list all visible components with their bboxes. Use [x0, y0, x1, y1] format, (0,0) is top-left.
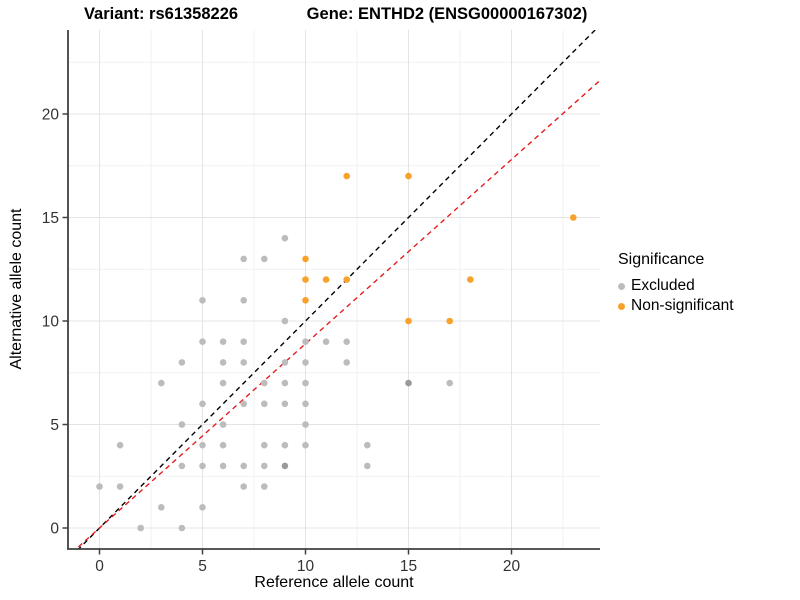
y-tick-label: 15 — [42, 210, 59, 227]
data-point-excluded — [199, 338, 206, 346]
data-point-excluded — [281, 462, 289, 470]
data-point-excluded — [240, 338, 247, 346]
data-point-excluded — [364, 441, 371, 449]
data-point-excluded — [158, 504, 165, 511]
data-point-excluded — [302, 441, 309, 449]
data-point-excluded — [261, 379, 268, 387]
data-point-excluded — [322, 338, 330, 346]
data-point-excluded — [178, 421, 186, 428]
data-point-excluded — [240, 462, 247, 470]
data-point-excluded — [219, 462, 227, 470]
identity-line — [77, 30, 597, 549]
data-point-excluded — [281, 234, 289, 242]
data-point-excluded — [240, 297, 247, 304]
data-point-excluded — [302, 421, 309, 428]
data-point-excluded — [261, 255, 268, 263]
data-point-excluded — [199, 400, 206, 408]
x-tick-label: 5 — [198, 558, 207, 575]
data-point-excluded — [261, 400, 268, 408]
data-point-excluded — [199, 297, 206, 304]
data-point-excluded — [219, 379, 227, 387]
data-point-non-significant — [302, 276, 309, 283]
data-point-excluded — [219, 359, 227, 366]
data-point-non-significant — [570, 214, 577, 221]
data-point-excluded — [178, 462, 186, 470]
data-point-excluded — [219, 338, 227, 346]
expected-ratio-line — [74, 79, 600, 549]
data-point-excluded — [302, 359, 309, 366]
data-point-excluded — [261, 441, 268, 449]
y-axis-title: Alternative allele count — [8, 208, 25, 370]
data-point-excluded — [302, 338, 309, 346]
data-point-excluded — [199, 462, 206, 470]
x-tick-label: 10 — [297, 558, 315, 575]
gene-title: Gene: ENTHD2 (ENSG00000167302) — [306, 5, 588, 23]
data-point-excluded — [261, 483, 268, 490]
data-point-excluded — [281, 400, 289, 408]
data-point-excluded — [302, 379, 309, 387]
data-point-excluded — [240, 359, 247, 366]
data-point-excluded — [178, 524, 186, 532]
x-tick-label: 15 — [400, 558, 417, 575]
data-point-non-significant — [343, 276, 351, 283]
data-point-excluded — [281, 359, 289, 366]
x-tick-label: 20 — [503, 558, 521, 575]
variant-title: Variant: rs61358226 — [83, 5, 239, 23]
data-point-excluded — [219, 421, 227, 428]
data-point-non-significant — [405, 317, 412, 325]
data-point-non-significant — [405, 172, 412, 180]
data-point-excluded — [364, 462, 371, 470]
data-point-excluded — [281, 441, 289, 449]
data-point-non-significant — [446, 317, 454, 325]
legend-label-excluded: Excluded — [631, 277, 695, 294]
legend-title: Significance — [618, 251, 705, 268]
data-point-non-significant — [302, 297, 309, 304]
legend: Significance Excluded Non-significant — [618, 251, 734, 316]
non-significant-dot-icon — [618, 302, 625, 310]
data-point-excluded — [240, 400, 247, 408]
data-point-excluded — [219, 441, 227, 449]
data-point-excluded — [281, 317, 289, 325]
data-point-excluded — [446, 379, 454, 387]
legend-item-non-significant: Non-significant — [618, 296, 734, 316]
data-point-non-significant — [302, 255, 309, 263]
data-point-excluded — [281, 379, 289, 387]
data-point-excluded — [240, 483, 247, 490]
legend-label-non-significant: Non-significant — [631, 297, 734, 314]
data-point-non-significant — [322, 276, 330, 283]
data-point-excluded — [343, 359, 351, 366]
data-point-excluded — [405, 379, 412, 387]
data-point-excluded — [302, 400, 309, 408]
data-point-excluded — [199, 441, 206, 449]
data-point-excluded — [178, 359, 186, 366]
y-tick-label: 10 — [42, 314, 60, 331]
data-point-excluded — [116, 483, 124, 490]
x-axis-title: Reference allele count — [254, 574, 414, 591]
data-point-excluded — [137, 524, 144, 532]
y-tick-label: 0 — [50, 521, 59, 538]
excluded-dot-icon — [618, 282, 625, 290]
data-point-excluded — [158, 379, 165, 387]
data-point-excluded — [261, 462, 268, 470]
data-point-excluded — [343, 338, 351, 346]
x-tick-label: 0 — [95, 558, 104, 575]
y-tick-label: 20 — [42, 107, 60, 124]
y-tick-label: 5 — [50, 417, 59, 434]
data-point-non-significant — [467, 276, 474, 283]
data-point-excluded — [199, 504, 206, 511]
data-point-excluded — [96, 483, 103, 490]
data-point-excluded — [240, 255, 247, 263]
data-point-excluded — [116, 441, 124, 449]
data-point-non-significant — [343, 172, 351, 180]
legend-item-excluded: Excluded — [618, 276, 734, 296]
